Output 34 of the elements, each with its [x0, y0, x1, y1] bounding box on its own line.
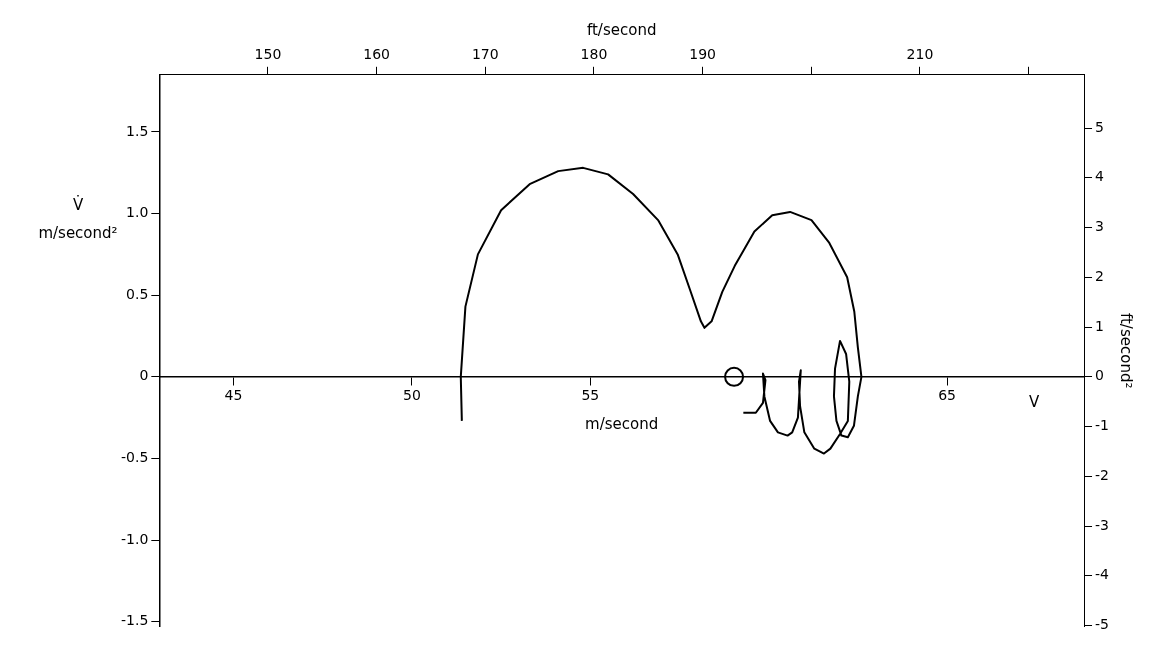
x-tick-label: 65: [938, 386, 956, 403]
x2-tick-label: 210: [906, 46, 934, 63]
x-axis-title: m/second: [585, 414, 659, 433]
y2-tick-label: 4: [1095, 168, 1105, 185]
x2-axis-title: ft/second: [586, 20, 657, 39]
y2-tick-label: -4: [1095, 566, 1110, 583]
annotation: V: [1028, 392, 1040, 411]
y-tick-label: -1.0: [120, 530, 149, 547]
x2-tick-label: 170: [471, 46, 499, 63]
x2-tick-label: 180: [580, 46, 608, 63]
y-tick-label: -1.5: [120, 612, 149, 629]
x-tick-label: 45: [224, 386, 243, 403]
y-tick-label: 0.5: [126, 285, 149, 302]
y2-tick-label: 0: [1095, 367, 1104, 384]
y-tick-label: 1.5: [126, 122, 149, 139]
y2-axis-title: ft/second²: [1117, 312, 1136, 389]
x-tick-label: 50: [402, 386, 421, 403]
x2-tick-label: 150: [254, 46, 282, 63]
y2-tick-label: -1: [1095, 417, 1110, 434]
y2-tick-label: -5: [1095, 616, 1110, 633]
y2-tick-label: -2: [1095, 466, 1110, 483]
text: V̇: [72, 194, 84, 214]
y2-tick-label: 1: [1095, 317, 1104, 334]
x2-tick-label: 160: [363, 46, 391, 63]
y2-tick-label: 5: [1095, 118, 1104, 135]
x-tick-label: 55: [581, 386, 600, 403]
y-tick-label: 1.0: [126, 204, 149, 221]
y-tick-label: -0.5: [120, 449, 149, 466]
x2-tick-label: 190: [689, 46, 716, 63]
y2-tick-label: -3: [1095, 516, 1110, 533]
y-axis-title: m/second²: [38, 223, 118, 242]
y2-tick-label: 2: [1095, 267, 1104, 284]
y2-tick-label: 3: [1095, 218, 1104, 235]
y-tick-label: 0: [139, 367, 149, 384]
